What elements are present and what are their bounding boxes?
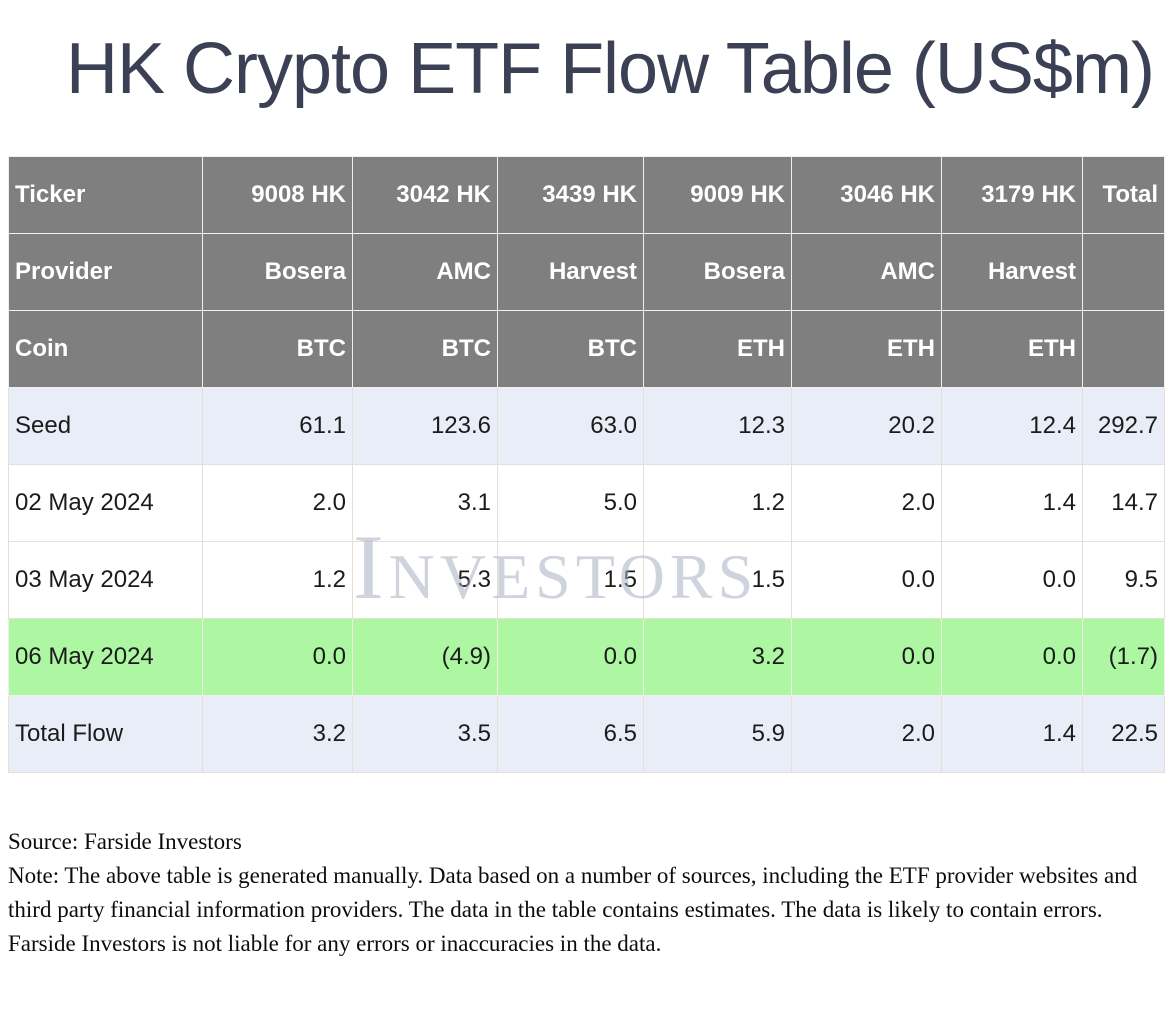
data-cell: 2.0: [202, 464, 353, 542]
header-cell: [1082, 233, 1165, 311]
data-cell: 2.0: [791, 464, 942, 542]
footer-notes: Source: Farside Investors Note: The abov…: [8, 825, 1138, 961]
table-row-seed: Seed 61.1 123.6 63.0 12.3 20.2 12.4 292.…: [8, 387, 1165, 465]
header-row-coin: Coin BTC BTC BTC ETH ETH ETH: [8, 310, 1165, 388]
etf-flow-table-container: Ticker 9008 HK 3042 HK 3439 HK 9009 HK 3…: [8, 156, 1165, 773]
data-cell: 5.0: [497, 464, 644, 542]
disclaimer-note: Note: The above table is generated manua…: [8, 863, 1138, 956]
header-cell: Harvest: [497, 233, 644, 311]
data-cell-total-negative: (1.7): [1082, 618, 1165, 696]
table-row-02-may-2024: 02 May 2024 2.0 3.1 5.0 1.2 2.0 1.4 14.7: [8, 464, 1165, 542]
data-cell: 123.6: [352, 387, 498, 465]
data-cell: 3.5: [352, 695, 498, 773]
header-cell: ETH: [941, 310, 1083, 388]
data-cell: 61.1: [202, 387, 353, 465]
header-label: Coin: [8, 310, 203, 388]
data-cell-total: 9.5: [1082, 541, 1165, 619]
header-label: Provider: [8, 233, 203, 311]
source-text: Source: Farside Investors: [8, 829, 242, 854]
data-cell: 3.2: [643, 618, 792, 696]
page-title: HK Crypto ETF Flow Table (US$m): [66, 29, 1155, 109]
data-cell: 0.0: [497, 618, 644, 696]
data-cell: 12.3: [643, 387, 792, 465]
data-cell-total: 292.7: [1082, 387, 1165, 465]
header-cell: 3439 HK: [497, 156, 644, 234]
table-row-03-may-2024: 03 May 2024 1.2 5.3 1.5 1.5 0.0 0.0 9.5: [8, 541, 1165, 619]
header-cell: 3179 HK: [941, 156, 1083, 234]
data-cell: 5.9: [643, 695, 792, 773]
header-cell: 9009 HK: [643, 156, 792, 234]
data-cell: 20.2: [791, 387, 942, 465]
data-cell: 12.4: [941, 387, 1083, 465]
header-cell: 3042 HK: [352, 156, 498, 234]
data-cell: 1.5: [497, 541, 644, 619]
header-cell: AMC: [352, 233, 498, 311]
data-cell-negative: (4.9): [352, 618, 498, 696]
data-cell: 0.0: [941, 541, 1083, 619]
header-cell: ETH: [643, 310, 792, 388]
header-cell: AMC: [791, 233, 942, 311]
header-label: Ticker: [8, 156, 203, 234]
data-cell: 5.3: [352, 541, 498, 619]
data-cell: 0.0: [791, 541, 942, 619]
data-cell: 6.5: [497, 695, 644, 773]
data-cell: 3.1: [352, 464, 498, 542]
data-cell-total: 22.5: [1082, 695, 1165, 773]
header-cell: BTC: [497, 310, 644, 388]
row-label: Seed: [8, 387, 203, 465]
data-cell-total: 14.7: [1082, 464, 1165, 542]
header-cell: Harvest: [941, 233, 1083, 311]
data-cell: 0.0: [202, 618, 353, 696]
header-cell: 3046 HK: [791, 156, 942, 234]
row-label: 02 May 2024: [8, 464, 203, 542]
row-label: 06 May 2024: [8, 618, 203, 696]
data-cell: 0.0: [791, 618, 942, 696]
header-cell: BTC: [202, 310, 353, 388]
header-cell: [1082, 310, 1165, 388]
data-cell: 1.5: [643, 541, 792, 619]
data-cell: 3.2: [202, 695, 353, 773]
header-cell: BTC: [352, 310, 498, 388]
table-row-total-flow: Total Flow 3.2 3.5 6.5 5.9 2.0 1.4 22.5: [8, 695, 1165, 773]
header-row-ticker: Ticker 9008 HK 3042 HK 3439 HK 9009 HK 3…: [8, 156, 1165, 234]
table-row-06-may-2024-highlighted: 06 May 2024 0.0 (4.9) 0.0 3.2 0.0 0.0 (1…: [8, 618, 1165, 696]
etf-flow-table: Ticker 9008 HK 3042 HK 3439 HK 9009 HK 3…: [8, 156, 1165, 773]
header-cell: ETH: [791, 310, 942, 388]
header-cell: Bosera: [643, 233, 792, 311]
header-cell-total: Total: [1082, 156, 1165, 234]
data-cell: 1.4: [941, 695, 1083, 773]
row-label: 03 May 2024: [8, 541, 203, 619]
header-cell: Bosera: [202, 233, 353, 311]
row-label: Total Flow: [8, 695, 203, 773]
data-cell: 1.2: [202, 541, 353, 619]
data-cell: 0.0: [941, 618, 1083, 696]
header-row-provider: Provider Bosera AMC Harvest Bosera AMC H…: [8, 233, 1165, 311]
data-cell: 1.4: [941, 464, 1083, 542]
header-cell: 9008 HK: [202, 156, 353, 234]
data-cell: 2.0: [791, 695, 942, 773]
data-cell: 1.2: [643, 464, 792, 542]
data-cell: 63.0: [497, 387, 644, 465]
